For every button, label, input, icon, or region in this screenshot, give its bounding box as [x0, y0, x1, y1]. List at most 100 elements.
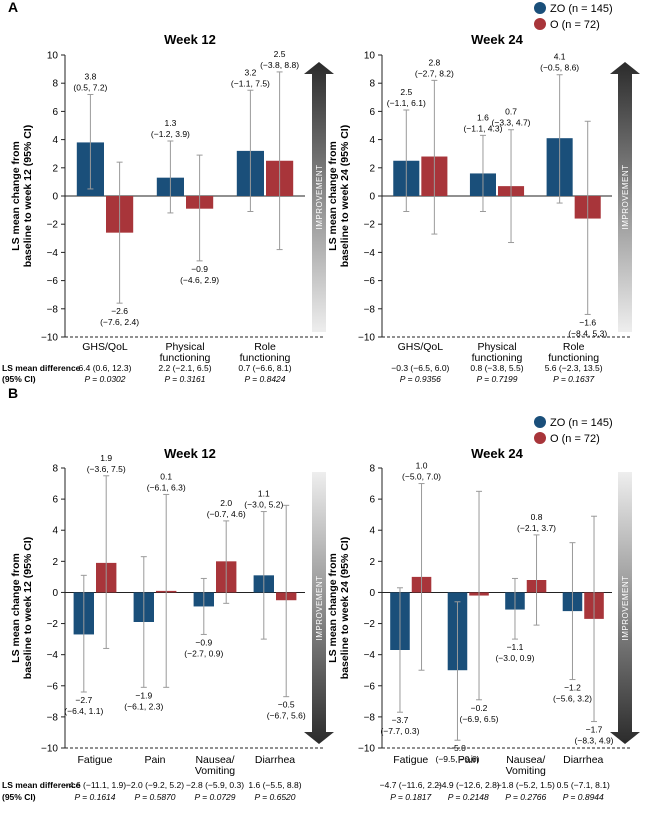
- ls-diff-value: 6.4 (0.6, 12.3): [79, 363, 132, 373]
- data-label-ci-o: (−6.1, 6.3): [147, 482, 186, 492]
- data-label-ci-zo: (−1.1, 6.1): [387, 98, 426, 108]
- ls-diff-value: −0.3 (−6.5, 6.0): [391, 363, 449, 373]
- data-label-ci-o: (−6.9, 6.5): [460, 714, 499, 724]
- improvement-label: IMPROVEMENT: [621, 164, 630, 229]
- p-value: P = 0.5870: [134, 792, 175, 802]
- data-label-o: 2.0: [220, 498, 232, 508]
- p-value: P = 0.1637: [553, 374, 594, 384]
- y-tick-label: 4: [369, 135, 375, 146]
- data-label-zo: −1.9: [135, 690, 152, 700]
- ls-diff-value: −2.0 (−9.2, 5.2): [126, 780, 184, 790]
- category-label: functioning: [548, 352, 599, 364]
- ls-diff-value: −4.7 (−11.6, 2.2): [380, 780, 442, 790]
- improvement-arrow-up-icon: [610, 62, 640, 332]
- y-tick-label: 2: [52, 557, 58, 568]
- ls-diff-value: −2.8 (−5.9, 0.3): [186, 780, 244, 790]
- improvement-label: IMPROVEMENT: [315, 164, 324, 229]
- improvement-label: IMPROVEMENT: [315, 575, 324, 640]
- improvement-arrow-up-icon: [304, 62, 334, 332]
- data-label-ci-o: (−4.6, 2.9): [180, 275, 219, 285]
- y-tick-label: 10: [47, 51, 59, 62]
- y-tick-label: −10: [41, 744, 58, 755]
- p-value: P = 0.7199: [476, 374, 517, 384]
- y-tick-label: 0: [52, 588, 58, 599]
- y-axis-label: LS mean change frombaseline to week 12 (…: [10, 537, 34, 679]
- y-tick-label: 4: [369, 526, 375, 537]
- data-label-zo: −1.1: [507, 642, 524, 652]
- category-label: Physical: [165, 341, 204, 353]
- panel-letter: B: [8, 385, 18, 401]
- category-label: Pain: [144, 754, 165, 766]
- ls-diff-value: 0.5 (−7.1, 8.1): [557, 780, 610, 790]
- y-axis-label-line: baseline to week 12 (95% CI): [22, 537, 34, 679]
- data-label-o: −1.7: [586, 725, 603, 735]
- category-label: Role: [563, 341, 585, 353]
- y-tick-label: −4: [364, 248, 376, 259]
- data-label-o: 0.8: [531, 512, 543, 522]
- chart-title: Week 24: [471, 446, 524, 461]
- data-label-ci-o: (−2.7, 8.2): [415, 68, 454, 78]
- y-tick-label: −4: [47, 650, 59, 661]
- y-tick-label: 8: [52, 79, 58, 90]
- chart-b-week-12: Week 12 LS mean change frombaseline to we…: [2, 446, 334, 802]
- category-label: functioning: [240, 352, 291, 364]
- ls-diff-value: 5.6 (−2.3, 13.5): [545, 363, 603, 373]
- y-tick-label: −8: [47, 712, 59, 723]
- category-label: Fatigue: [393, 754, 428, 766]
- ls-diff-value: 0.8 (−3.8, 5.5): [470, 363, 523, 373]
- panel-b: B ZO (n = 145) O (n = 72) Week 12 LS mean ch…: [2, 385, 640, 802]
- y-tick-label: −6: [364, 681, 376, 692]
- legend-label-o: O (n = 72): [550, 433, 600, 445]
- data-label-ci-zo: (−5.6, 3.2): [553, 694, 592, 704]
- p-value: P = 0.2148: [448, 792, 489, 802]
- y-tick-label: −10: [358, 333, 375, 344]
- p-value: P = 0.8944: [563, 792, 604, 802]
- y-axis-label: LS mean change frombaseline to week 24 (…: [327, 537, 351, 679]
- improvement-label: IMPROVEMENT: [621, 575, 630, 640]
- y-tick-label: −6: [47, 681, 59, 692]
- data-label-zo: −2.7: [75, 695, 92, 705]
- ls-diff-value: 2.2 (−2.1, 6.5): [158, 363, 211, 373]
- data-label-zo: −3.7: [392, 715, 409, 725]
- improvement-arrow-down-icon: [610, 472, 640, 744]
- data-label-ci-zo: (−1.2, 3.9): [151, 129, 190, 139]
- chart-title: Week 24: [471, 32, 524, 47]
- y-tick-label: −10: [358, 744, 375, 755]
- p-value: P = 0.0302: [84, 374, 125, 384]
- data-label-o: 2.8: [428, 57, 440, 67]
- ls-diff-label: LS mean difference: [2, 363, 81, 373]
- data-label-zo: −1.2: [564, 683, 581, 693]
- data-label-zo: −0.9: [195, 637, 212, 647]
- y-tick-label: 0: [52, 192, 58, 203]
- category-label: Vomiting: [195, 765, 235, 777]
- y-axis-label: LS mean change frombaseline to week 24 (…: [327, 125, 351, 267]
- data-label-ci-zo: (−6.4, 1.1): [64, 706, 103, 716]
- y-tick-label: −2: [47, 220, 59, 231]
- category-label: Nausea/: [195, 754, 234, 766]
- y-tick-label: −8: [364, 304, 376, 315]
- ls-diff-value: 0.7 (−6.6, 8.1): [238, 363, 291, 373]
- data-label-ci-zo: (−3.0, 5.2): [244, 500, 283, 510]
- data-label-zo: 1.3: [164, 118, 176, 128]
- y-tick-label: −6: [364, 276, 376, 287]
- legend-swatch-zo: [534, 416, 546, 428]
- y-tick-label: −4: [47, 248, 59, 259]
- data-label-ci-o: (−5.0, 7.0): [402, 472, 441, 482]
- data-label-ci-o: (−2.1, 3.7): [517, 523, 556, 533]
- p-value: P = 0.8424: [244, 374, 285, 384]
- data-label-ci-o: (−3.3, 4.7): [492, 118, 531, 128]
- data-label-o: −1.6: [579, 317, 596, 327]
- y-tick-label: −2: [364, 619, 376, 630]
- data-label-o: −0.5: [278, 700, 295, 710]
- y-axis-label-line: baseline to week 24 (95% CI): [339, 125, 351, 267]
- chart-a-week-12: Week 12 LS mean change frombaseline to we…: [2, 32, 334, 384]
- y-tick-label: 6: [52, 107, 58, 118]
- p-value: P = 0.9356: [400, 374, 441, 384]
- data-label-o: 1.0: [416, 461, 428, 471]
- data-label-ci-zo: (−3.0, 0.9): [495, 653, 534, 663]
- data-label-o: 1.9: [100, 453, 112, 463]
- category-label: Role: [254, 341, 276, 353]
- y-tick-label: 2: [52, 163, 58, 174]
- category-label: Diarrhea: [255, 754, 295, 766]
- y-tick-label: 6: [52, 495, 58, 506]
